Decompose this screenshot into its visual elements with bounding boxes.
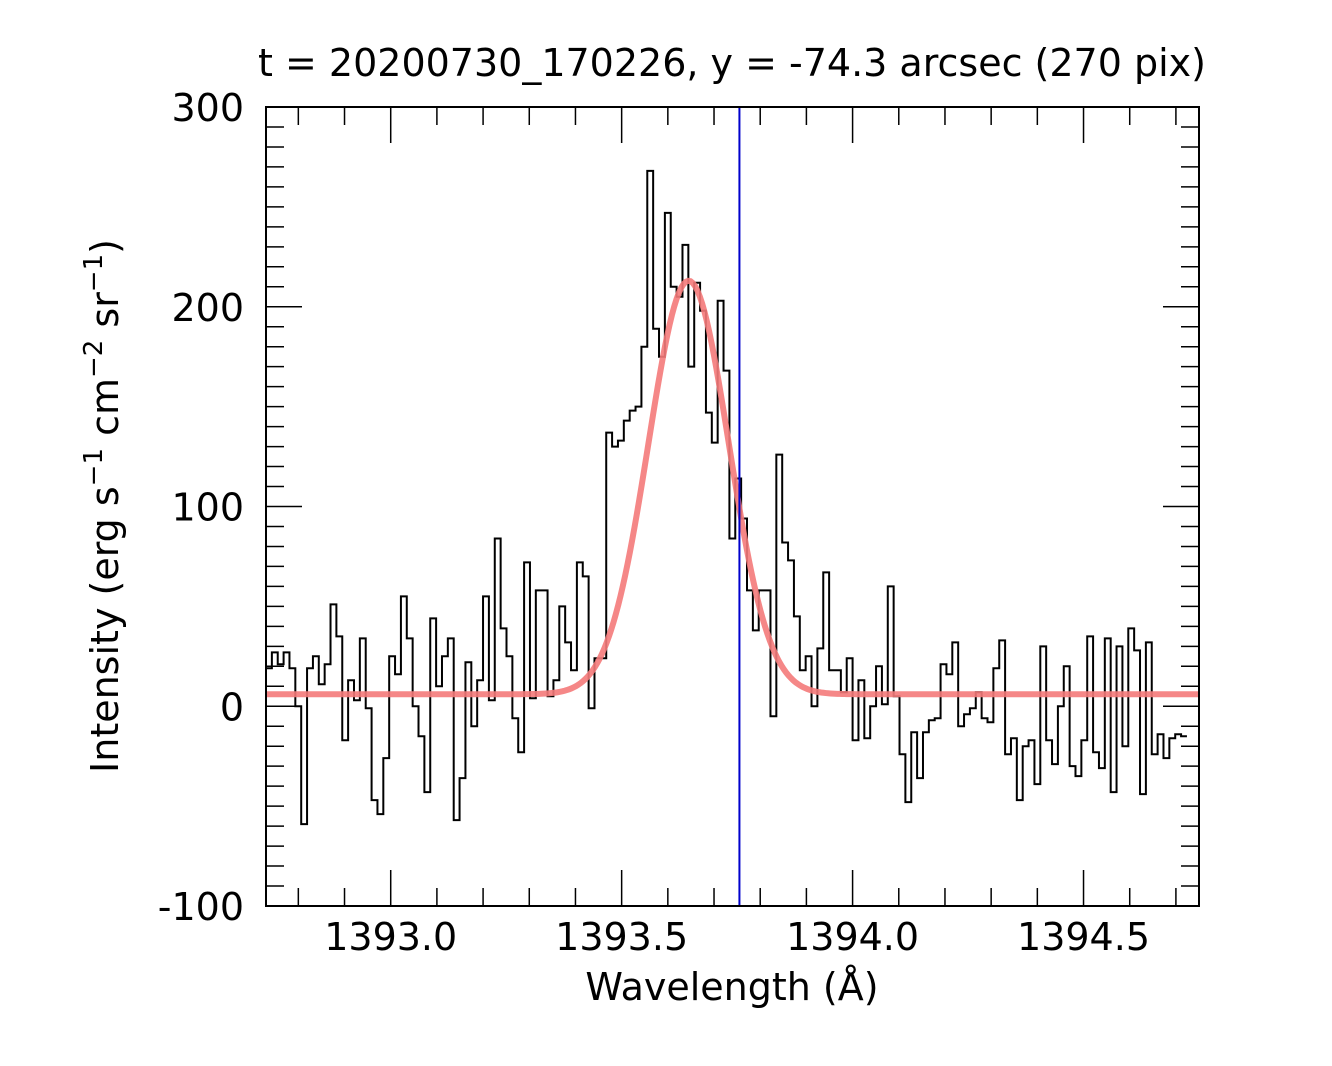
x-tick-label: 1394.0 bbox=[786, 915, 919, 959]
minor-ticks bbox=[266, 107, 1199, 906]
y-tick-label: 300 bbox=[171, 86, 244, 130]
x-axis-label: Wavelength (Å) bbox=[585, 965, 878, 1009]
x-tick-label: 1393.0 bbox=[324, 915, 457, 959]
plot-frame bbox=[265, 106, 1200, 907]
chart-title: t = 20200730_170226, y = -74.3 arcsec (2… bbox=[258, 41, 1206, 85]
observed-spectrum-steps bbox=[266, 169, 1187, 826]
y-axis-label: Intensity (erg s−1 cm−2 sr−1) bbox=[79, 239, 127, 773]
y-tick-labels: -100 0 100 200 300 bbox=[158, 86, 244, 929]
x-tick-labels: 1393.0 1393.5 1394.0 1394.5 bbox=[324, 915, 1150, 959]
y-tick-label: 100 bbox=[171, 486, 244, 530]
y-tick-label: 0 bbox=[220, 685, 244, 729]
x-tick-label: 1393.5 bbox=[555, 915, 688, 959]
major-ticks bbox=[266, 106, 1199, 907]
x-tick-label: 1394.5 bbox=[1017, 915, 1150, 959]
y-tick-label: -100 bbox=[158, 885, 244, 929]
y-tick-label: 200 bbox=[171, 286, 244, 330]
gaussian-fit-curve bbox=[266, 277, 1199, 698]
